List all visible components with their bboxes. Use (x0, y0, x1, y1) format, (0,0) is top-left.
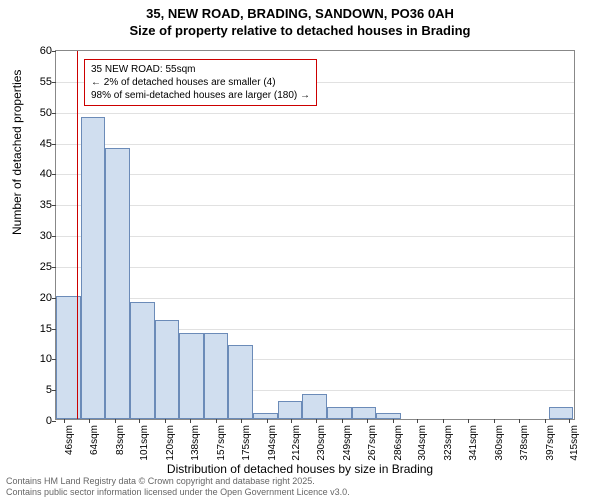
ytick-label: 10 (28, 353, 56, 365)
ytick-label: 45 (28, 138, 56, 150)
histogram-bar (278, 401, 303, 420)
histogram-bar (376, 413, 401, 419)
xtick-mark (342, 419, 343, 423)
xtick-label: 323sqm (443, 425, 454, 461)
xtick-mark (367, 419, 368, 423)
histogram-bar (81, 117, 106, 419)
xtick-mark (267, 419, 268, 423)
ytick-label: 20 (28, 292, 56, 304)
xtick-label: 286sqm (393, 425, 404, 461)
xtick-mark (494, 419, 495, 423)
xtick-label: 304sqm (417, 425, 428, 461)
xtick-label: 415sqm (569, 425, 580, 461)
xtick-label: 46sqm (64, 425, 75, 455)
xtick-label: 175sqm (241, 425, 252, 461)
xtick-label: 138sqm (190, 425, 201, 461)
xtick-label: 267sqm (367, 425, 378, 461)
histogram-bar (352, 407, 377, 419)
ytick-label: 5 (28, 384, 56, 396)
xtick-mark (519, 419, 520, 423)
annotation-box: 35 NEW ROAD: 55sqm← 2% of detached house… (84, 59, 317, 106)
gridline (56, 298, 574, 299)
plot-region: 05101520253035404550556046sqm64sqm83sqm1… (55, 50, 575, 420)
histogram-bar (302, 394, 327, 419)
ytick-label: 50 (28, 107, 56, 119)
annotation-line: 35 NEW ROAD: 55sqm (91, 63, 310, 76)
annotation-line: 98% of semi-detached houses are larger (… (91, 89, 310, 102)
xtick-mark (393, 419, 394, 423)
histogram-bar (253, 413, 278, 419)
histogram-bar (155, 320, 180, 419)
gridline (56, 144, 574, 145)
xtick-label: 194sqm (267, 425, 278, 461)
xtick-label: 212sqm (291, 425, 302, 461)
xtick-label: 378sqm (519, 425, 530, 461)
xtick-mark (468, 419, 469, 423)
xtick-mark (64, 419, 65, 423)
ytick-label: 55 (28, 76, 56, 88)
histogram-bar (327, 407, 352, 419)
xtick-mark (165, 419, 166, 423)
gridline (56, 174, 574, 175)
xtick-mark (139, 419, 140, 423)
ytick-label: 60 (28, 45, 56, 57)
annotation-line: ← 2% of detached houses are smaller (4) (91, 76, 310, 89)
histogram-bar (179, 333, 204, 419)
gridline (56, 205, 574, 206)
xtick-label: 341sqm (468, 425, 479, 461)
title-line-2: Size of property relative to detached ho… (0, 23, 600, 40)
footer-attribution: Contains HM Land Registry data © Crown c… (6, 476, 350, 498)
xtick-mark (190, 419, 191, 423)
reference-line (77, 51, 78, 419)
xtick-mark (241, 419, 242, 423)
xtick-mark (316, 419, 317, 423)
ytick-label: 40 (28, 168, 56, 180)
xtick-mark (216, 419, 217, 423)
gridline (56, 267, 574, 268)
xtick-mark (89, 419, 90, 423)
gridline (56, 236, 574, 237)
histogram-bar (228, 345, 253, 419)
gridline (56, 113, 574, 114)
histogram-bar (130, 302, 155, 419)
chart-area: 05101520253035404550556046sqm64sqm83sqm1… (55, 50, 575, 420)
x-axis-label: Distribution of detached houses by size … (0, 462, 600, 476)
xtick-mark (291, 419, 292, 423)
xtick-label: 120sqm (165, 425, 176, 461)
xtick-mark (115, 419, 116, 423)
xtick-label: 230sqm (316, 425, 327, 461)
xtick-mark (545, 419, 546, 423)
chart-container: 35, NEW ROAD, BRADING, SANDOWN, PO36 0AH… (0, 0, 600, 500)
xtick-mark (443, 419, 444, 423)
ytick-label: 35 (28, 199, 56, 211)
xtick-label: 83sqm (115, 425, 126, 455)
footer-line-1: Contains HM Land Registry data © Crown c… (6, 476, 350, 487)
xtick-label: 360sqm (494, 425, 505, 461)
xtick-label: 249sqm (342, 425, 353, 461)
xtick-mark (569, 419, 570, 423)
xtick-label: 157sqm (216, 425, 227, 461)
histogram-bar (549, 407, 574, 419)
xtick-mark (417, 419, 418, 423)
y-axis-label: Number of detached properties (10, 70, 24, 235)
histogram-bar (204, 333, 229, 419)
xtick-label: 101sqm (139, 425, 150, 461)
title-line-1: 35, NEW ROAD, BRADING, SANDOWN, PO36 0AH (0, 6, 600, 23)
xtick-label: 64sqm (89, 425, 100, 455)
ytick-label: 30 (28, 230, 56, 242)
chart-title: 35, NEW ROAD, BRADING, SANDOWN, PO36 0AH… (0, 0, 600, 40)
ytick-label: 25 (28, 261, 56, 273)
xtick-label: 397sqm (545, 425, 556, 461)
ytick-label: 0 (28, 415, 56, 427)
histogram-bar (105, 148, 130, 419)
ytick-label: 15 (28, 323, 56, 335)
footer-line-2: Contains public sector information licen… (6, 487, 350, 498)
